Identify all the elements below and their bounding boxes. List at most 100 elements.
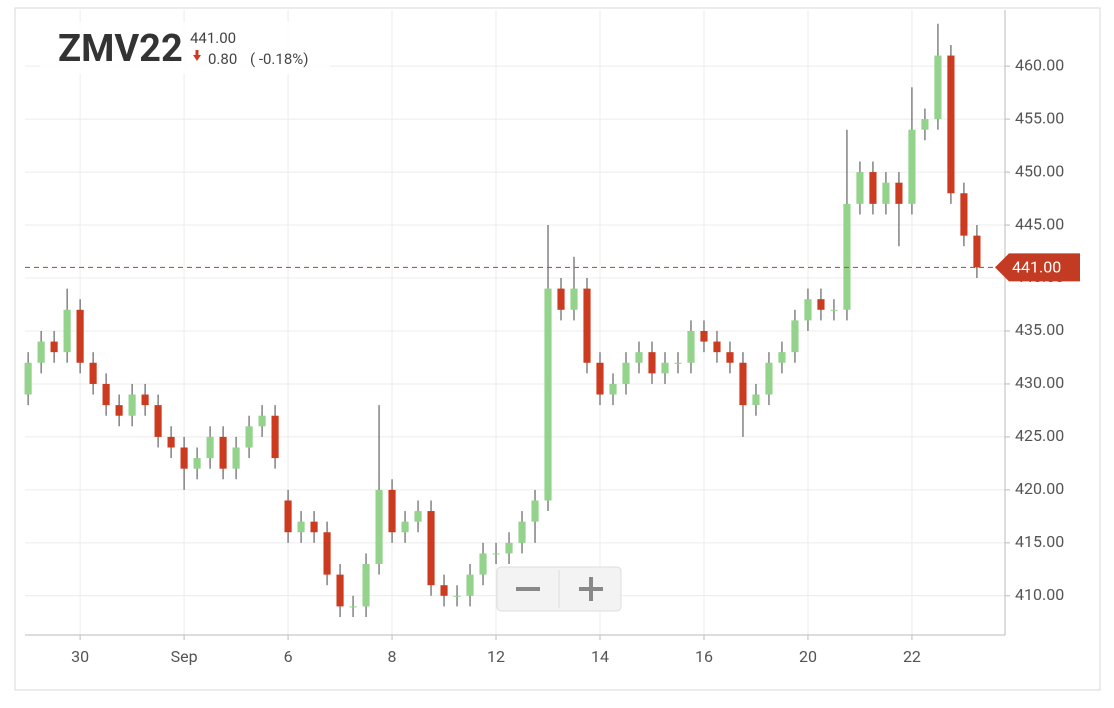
candle-body	[154, 405, 162, 437]
zoom-out-button[interactable]	[499, 569, 557, 609]
x-tick-label: 20	[799, 647, 817, 666]
candle-body	[427, 511, 435, 586]
candle-body	[869, 172, 877, 204]
candle-body	[895, 182, 903, 204]
candle-body	[180, 447, 188, 469]
candle-body	[700, 330, 708, 342]
candle-body	[882, 182, 890, 204]
candle-body	[453, 595, 461, 597]
candle-body	[232, 447, 240, 469]
x-tick-label: 30	[71, 647, 89, 666]
candle-body	[401, 521, 409, 533]
y-tick-label: 460.00	[1015, 55, 1064, 74]
y-tick-label: 445.00	[1015, 214, 1064, 233]
candle-body	[492, 553, 500, 555]
candle-body	[687, 330, 695, 363]
candle-body	[141, 394, 149, 406]
candle-body	[791, 320, 799, 353]
candle-body	[544, 288, 552, 501]
candle-body	[674, 362, 682, 364]
candle-body	[752, 394, 760, 406]
x-tick-label: 16	[695, 647, 713, 666]
candle-body	[830, 309, 838, 311]
candle-body	[297, 521, 305, 533]
candle-body	[258, 415, 266, 427]
candle-body	[310, 521, 318, 533]
candle-body	[50, 341, 58, 353]
candle-body	[583, 288, 591, 363]
candle-body	[843, 203, 851, 310]
last-price: 441.00	[190, 29, 236, 47]
candle-body	[24, 362, 32, 395]
candle-body	[778, 352, 786, 363]
candle-body	[375, 489, 383, 565]
y-tick-label: 425.00	[1015, 426, 1064, 445]
candle-body	[37, 341, 45, 363]
candle-body	[115, 405, 123, 416]
candle-body	[128, 394, 136, 416]
candle-body	[76, 309, 84, 363]
y-tick-label: 420.00	[1015, 479, 1064, 498]
x-tick-label: 14	[591, 647, 609, 666]
candle-body	[206, 436, 214, 459]
down-arrow	[193, 50, 201, 61]
candle-body	[531, 500, 539, 522]
candle-body	[336, 574, 344, 607]
candle-body	[661, 362, 669, 374]
candle-body	[388, 489, 396, 533]
candle-body	[349, 606, 357, 608]
y-tick-label: 415.00	[1015, 532, 1064, 551]
candle-body	[479, 553, 487, 575]
x-tick-label: 22	[903, 647, 921, 666]
candle-body	[804, 299, 812, 321]
change-pct: ( -0.18%)	[250, 50, 308, 68]
candle-body	[63, 309, 71, 353]
zoom-in-button[interactable]	[561, 569, 619, 609]
y-tick-label: 430.00	[1015, 373, 1064, 392]
candle-body	[271, 415, 279, 459]
y-tick-label: 410.00	[1015, 585, 1064, 604]
candle-body	[440, 585, 448, 596]
candle-body	[973, 235, 981, 268]
candle-body	[713, 341, 721, 353]
y-tick-label: 455.00	[1015, 108, 1064, 127]
candle-body	[934, 55, 942, 120]
candle-body	[414, 511, 422, 522]
x-tick-label: 12	[487, 647, 505, 666]
candle-body	[570, 288, 578, 310]
candle-body	[505, 542, 513, 554]
candle-body	[89, 362, 97, 384]
candle-body	[739, 362, 747, 406]
candle-body	[518, 521, 526, 543]
candle-body	[856, 172, 864, 204]
x-tick-label: Sep	[171, 647, 198, 666]
candle-body	[362, 564, 370, 607]
header-box	[40, 22, 330, 74]
symbol: ZMV22	[58, 27, 183, 71]
candle-body	[609, 383, 617, 395]
candle-body	[466, 574, 474, 596]
candle-body	[102, 383, 110, 406]
candle-body	[960, 193, 968, 236]
candle-body	[284, 500, 292, 533]
candle-body	[726, 352, 734, 363]
candles	[24, 23, 981, 617]
candle-body	[947, 55, 955, 194]
candle-body	[765, 362, 773, 395]
x-tick-label: 8	[388, 647, 397, 666]
candle-body	[557, 288, 565, 310]
candle-body	[193, 458, 201, 469]
last-price-badge	[995, 253, 1080, 282]
y-tick-label: 450.00	[1015, 161, 1064, 180]
candle-body	[596, 362, 604, 395]
candle-body	[167, 436, 175, 448]
y-tick-label: 435.00	[1015, 320, 1064, 339]
candle-body	[622, 362, 630, 384]
zoom-controls	[496, 566, 622, 612]
change: 0.80	[208, 50, 237, 68]
last-price-label: 441.00	[1012, 258, 1061, 277]
candle-body	[908, 129, 916, 204]
candle-body	[635, 352, 643, 363]
